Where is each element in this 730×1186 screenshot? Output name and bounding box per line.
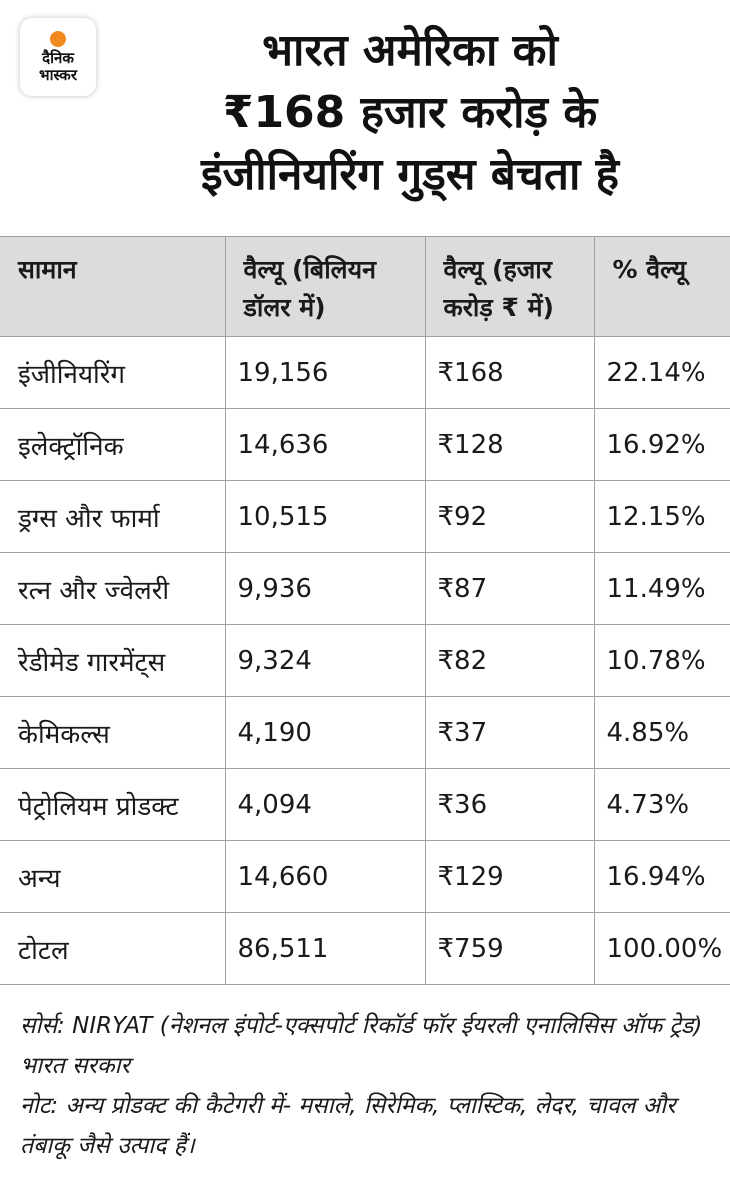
cell-value-billion: 86,511 [224, 912, 425, 985]
cell-item: टोटल [0, 912, 225, 985]
cell-value-billion: 9,936 [224, 552, 425, 625]
source-note: सोर्स: NIRYAT (नेशनल इंपोर्ट-एक्सपोर्ट र… [20, 1013, 703, 1079]
header-percent-value: % वैल्यू [593, 236, 730, 337]
footnotes: सोर्स: NIRYAT (नेशनल इंपोर्ट-एक्सपोर्ट र… [20, 1006, 720, 1166]
cell-item: रत्न और ज्वेलरी [0, 552, 225, 625]
cell-value-crore: ₹92 [424, 480, 594, 553]
cell-value-crore: ₹36 [424, 768, 594, 841]
cell-item: इलेक्ट्रॉनिक [0, 408, 225, 481]
cell-percent: 11.49% [593, 552, 730, 625]
table-row: केमिकल्स 4,190 ₹37 4.85% [0, 696, 730, 769]
cell-percent: 4.73% [593, 768, 730, 841]
cell-value-billion: 4,094 [224, 768, 425, 841]
header-value-thousand-crore: वैल्यू (हजार करोड़ ₹ में) [424, 236, 594, 337]
header-item: सामान [0, 236, 225, 337]
cell-value-crore: ₹128 [424, 408, 594, 481]
table-row: अन्य 14,660 ₹129 16.94% [0, 840, 730, 913]
cell-value-billion: 14,660 [224, 840, 425, 913]
header-value-billion-dollar: वैल्यू (बिलियन डॉलर में) [224, 236, 425, 337]
cell-value-crore: ₹168 [424, 336, 594, 409]
table-row: ड्रग्स और फार्मा 10,515 ₹92 12.15% [0, 480, 730, 553]
cell-percent: 100.00% [593, 912, 730, 985]
cell-value-billion: 9,324 [224, 624, 425, 697]
sun-icon [50, 30, 66, 47]
table-row: पेट्रोलियम प्रोडक्ट 4,094 ₹36 4.73% [0, 768, 730, 841]
cell-percent: 10.78% [593, 624, 730, 697]
cell-item: पेट्रोलियम प्रोडक्ट [0, 768, 225, 841]
export-table: सामान वैल्यू (बिलियन डॉलर में) वैल्यू (ह… [0, 236, 730, 985]
page-title: भारत अमेरिका को ₹168 हजार करोड़ के इंजीन… [100, 20, 720, 206]
cell-percent: 12.15% [593, 480, 730, 553]
table-row: रत्न और ज्वेलरी 9,936 ₹87 11.49% [0, 552, 730, 625]
cell-value-crore: ₹759 [424, 912, 594, 985]
header: दैनिक भास्कर भारत अमेरिका को ₹168 हजार क… [0, 0, 730, 236]
table-header-row: सामान वैल्यू (बिलियन डॉलर में) वैल्यू (ह… [0, 236, 730, 337]
cell-percent: 4.85% [593, 696, 730, 769]
logo-text-line1: दैनिक [42, 48, 74, 67]
cell-item: अन्य [0, 840, 225, 913]
title-line-3: इंजीनियरिंग गुड्स बेचता है [200, 149, 620, 200]
title-line-2: ₹168 हजार करोड़ के [222, 87, 598, 138]
cell-value-crore: ₹82 [424, 624, 594, 697]
category-note: नोट: अन्य प्रोडक्ट की कैटेगरी में- मसाले… [20, 1093, 676, 1159]
cell-percent: 22.14% [593, 336, 730, 409]
cell-value-crore: ₹129 [424, 840, 594, 913]
cell-value-crore: ₹37 [424, 696, 594, 769]
table-row-total: टोटल 86,511 ₹759 100.00% [0, 912, 730, 985]
cell-item: ड्रग्स और फार्मा [0, 480, 225, 553]
cell-value-billion: 4,190 [224, 696, 425, 769]
cell-item: रेडीमेड गारमेंट्स [0, 624, 225, 697]
cell-value-crore: ₹87 [424, 552, 594, 625]
cell-value-billion: 19,156 [224, 336, 425, 409]
table-row: रेडीमेड गारमेंट्स 9,324 ₹82 10.78% [0, 624, 730, 697]
cell-percent: 16.92% [593, 408, 730, 481]
cell-item: इंजीनियरिंग [0, 336, 225, 409]
cell-item: केमिकल्स [0, 696, 225, 769]
cell-percent: 16.94% [593, 840, 730, 913]
table-row: इंजीनियरिंग 19,156 ₹168 22.14% [0, 336, 730, 409]
table-row: इलेक्ट्रॉनिक 14,636 ₹128 16.92% [0, 408, 730, 481]
title-line-1: भारत अमेरिका को [262, 25, 558, 76]
cell-value-billion: 14,636 [224, 408, 425, 481]
dainik-bhaskar-logo: दैनिक भास्कर [20, 18, 96, 96]
cell-value-billion: 10,515 [224, 480, 425, 553]
logo-text-line2: भास्कर [39, 65, 77, 84]
